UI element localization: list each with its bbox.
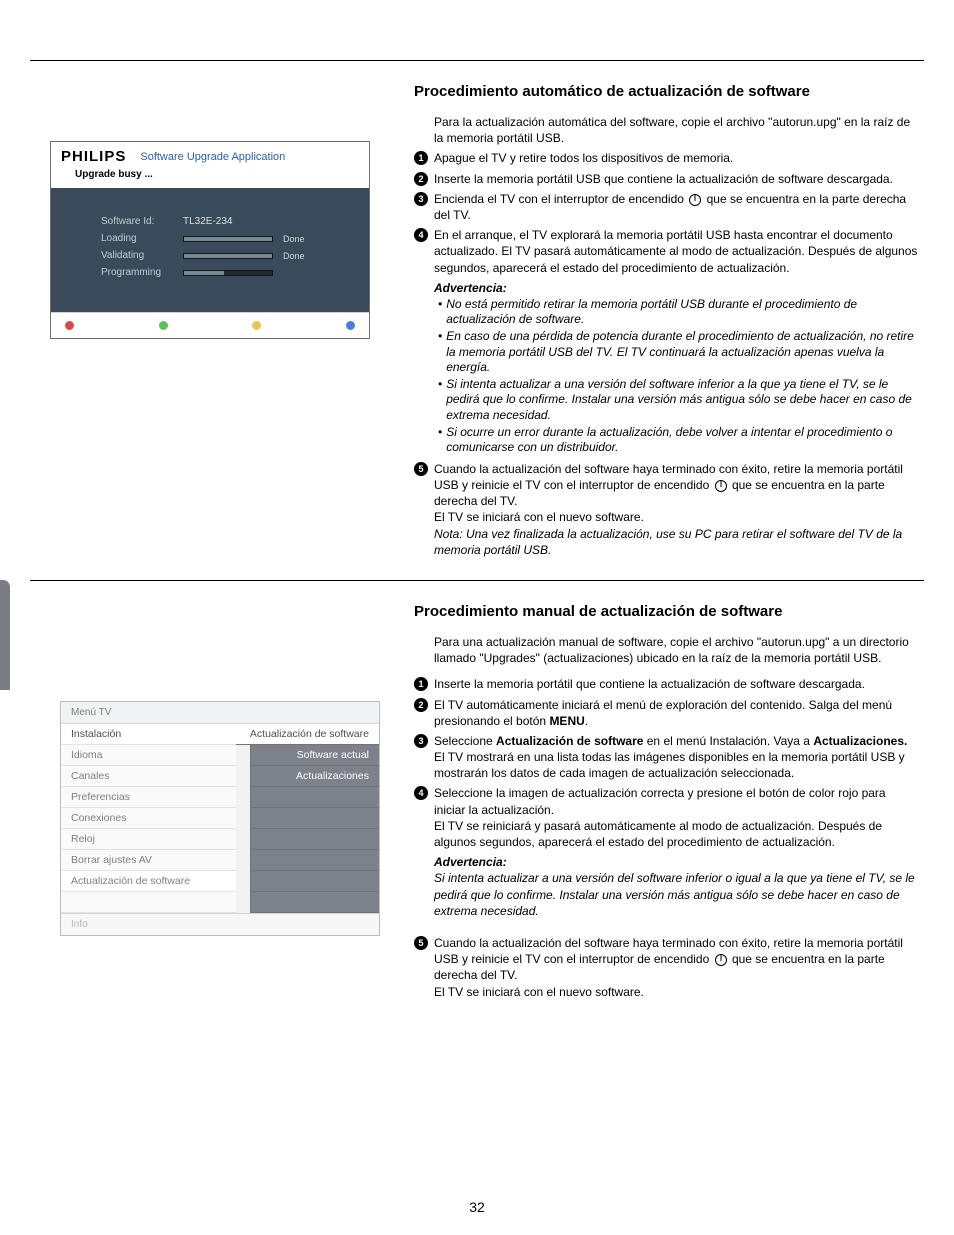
s2-warn-text: Si intenta actualizar a una versión del … (434, 870, 918, 919)
step1-text: Apague el TV y retire todos los disposit… (434, 150, 918, 166)
step2-text: Inserte la memoria portátil USB que cont… (434, 171, 918, 187)
section2-title: Procedimiento manual de actualización de… (414, 603, 918, 620)
step-number: 3 (414, 192, 428, 206)
step-number: 2 (414, 172, 428, 186)
menu-left-head: Instalación (61, 724, 236, 745)
step5-text2: El TV se iniciará con el nuevo software. (434, 509, 918, 525)
progress-bar (183, 253, 273, 259)
menu-right-head: Actualización de software (236, 724, 379, 745)
philips-logo: PHILIPS (61, 148, 126, 165)
warning-title: Advertencia: (434, 854, 918, 870)
s2-step3-text: Seleccione Actualización de software en … (434, 733, 918, 782)
s2-step2-text: El TV automáticamente iniciará el menú d… (434, 697, 918, 729)
step-number: 5 (414, 462, 428, 476)
step-number: 4 (414, 786, 428, 800)
menu-item: Conexiones (61, 808, 236, 829)
step-number: 4 (414, 228, 428, 242)
step3-text: Encienda el TV con el interruptor de enc… (434, 191, 918, 223)
menu-sub-item (250, 829, 379, 850)
menu-item: Idioma (61, 745, 236, 766)
power-icon (715, 954, 727, 966)
tv-menu-header: Menú TV (61, 702, 379, 723)
tv-menu-box: Menú TV Instalación Idioma Canales Prefe… (60, 701, 380, 936)
done-label: Done (283, 251, 305, 261)
upg-row-label: Loading (101, 233, 173, 244)
menu-item: Borrar ajustes AV (61, 850, 236, 871)
menu-sub-item (250, 850, 379, 871)
page: PHILIPS Software Upgrade Application Upg… (30, 60, 924, 1195)
progress-bar (183, 236, 273, 242)
warn-item: Si ocurre un error durante la actualizac… (446, 425, 918, 456)
power-icon (715, 480, 727, 492)
step5-text: Cuando la actualización del software hay… (434, 462, 903, 508)
power-icon (689, 194, 701, 206)
upgrade-app-title: Software Upgrade Application (140, 151, 285, 163)
upg-row-label: Programming (101, 267, 173, 278)
step-number: 1 (414, 677, 428, 691)
upg-row-label: Validating (101, 250, 173, 261)
warn-item: No está permitido retirar la memoria por… (446, 297, 918, 328)
step5-note: Nota: Una vez finalizada la actualizació… (434, 526, 918, 558)
s2-step4-text: Seleccione la imagen de actualización co… (434, 785, 918, 919)
progress-bar (183, 270, 273, 276)
step-number: 5 (414, 936, 428, 950)
menu-sub-item: Actualizaciones (250, 766, 379, 787)
menu-item: Canales (61, 766, 236, 787)
warning-title: Advertencia: (434, 280, 918, 296)
done-label: Done (283, 234, 305, 244)
color-dot-blue (346, 321, 355, 330)
menu-sub-item (250, 871, 379, 892)
menu-item-selected: Actualización de software (61, 871, 236, 892)
s2-step1-text: Inserte la memoria portátil que contiene… (434, 676, 918, 692)
language-tab-label: Español (0, 596, 2, 674)
upgrade-app-box: PHILIPS Software Upgrade Application Upg… (50, 141, 370, 339)
section2-intro: Para una actualización manual de softwar… (434, 634, 918, 666)
section1-intro: Para la actualización automática del sof… (434, 114, 918, 146)
menu-sub-item: Software actual (250, 745, 379, 766)
page-number: 32 (30, 1199, 924, 1215)
warn-item: En caso de una pérdida de potencia duran… (446, 329, 918, 376)
tv-menu-footer: Info (61, 913, 379, 935)
color-dot-red (65, 321, 74, 330)
warn-item: Si intenta actualizar a una versión del … (446, 377, 918, 424)
menu-item: Reloj (61, 829, 236, 850)
software-id-label: Software Id: (101, 216, 173, 227)
software-id-value: TL32E-234 (183, 216, 232, 227)
menu-sub-item (250, 892, 379, 913)
step-number: 3 (414, 734, 428, 748)
step4-text: En el arranque, el TV explorará la memor… (434, 227, 918, 276)
step-number: 1 (414, 151, 428, 165)
step-number: 2 (414, 698, 428, 712)
upgrade-status: Upgrade busy ... (51, 167, 369, 188)
menu-item (61, 892, 236, 913)
language-tab: Español (0, 580, 10, 690)
color-dot-yellow (252, 321, 261, 330)
menu-sub-item (250, 808, 379, 829)
s2-step5-text: Cuando la actualización del software hay… (434, 935, 918, 1000)
section1-title: Procedimiento automático de actualizació… (414, 83, 918, 100)
color-dot-green (159, 321, 168, 330)
menu-item: Preferencias (61, 787, 236, 808)
menu-sub-item (250, 787, 379, 808)
